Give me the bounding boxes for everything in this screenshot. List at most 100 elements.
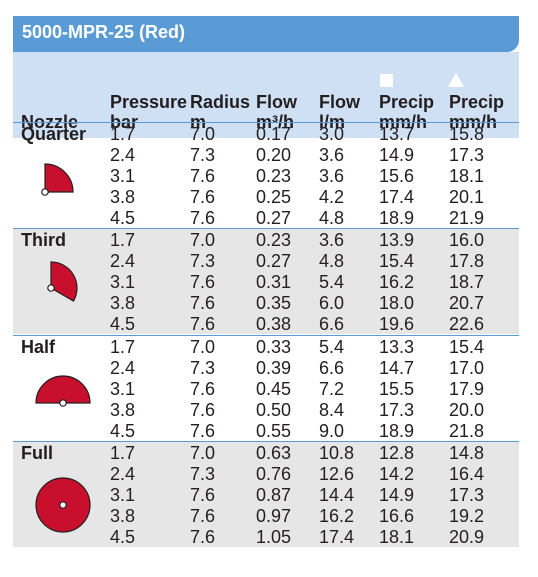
precip-triangle-cell: 17.0 [449, 358, 485, 378]
flow-m3h-cell: 0.31 [256, 272, 292, 292]
precip-square-cell: 18.0 [379, 293, 415, 313]
quarter-arc-icon [41, 160, 81, 205]
group-divider [13, 335, 519, 336]
table-row: 3.8 7.6 0.25 4.2 17.4 20.1 [13, 187, 519, 208]
flow-lm-cell: 7.2 [319, 379, 345, 399]
flow-m3h-cell: 0.35 [256, 293, 292, 313]
flow-lm-cell: 4.8 [319, 208, 345, 228]
flow-lm-cell: 3.6 [319, 166, 345, 186]
square-spacing-icon [380, 74, 393, 87]
table-row: 4.5 7.6 1.05 17.4 18.1 20.9 [13, 527, 519, 548]
flow-lm-cell: 4.2 [319, 187, 345, 207]
nozzle-name: Full [21, 443, 53, 463]
table-row: 1.7 7.0 0.23 3.6 13.9 16.0 [13, 230, 519, 251]
table-row: 2.4 7.3 0.39 6.6 14.7 17.0 [13, 358, 519, 379]
radius-cell: 7.3 [190, 145, 216, 165]
precip-square-cell: 15.4 [379, 251, 415, 271]
precip-triangle-cell: 18.7 [449, 272, 485, 292]
pressure-cell: 3.8 [110, 506, 136, 526]
flow-m3h-cell: 0.23 [256, 230, 292, 250]
pressure-cell: 1.7 [110, 230, 136, 250]
pressure-cell: 2.4 [110, 145, 136, 165]
pressure-cell: 3.8 [110, 187, 136, 207]
precip-square-cell: 16.2 [379, 272, 415, 292]
flow-lm-cell: 5.4 [319, 337, 345, 357]
flow-m3h-cell: 0.25 [256, 187, 292, 207]
table-row: 1.7 7.0 0.17 3.0 13.7 15.8 [13, 124, 519, 145]
table-row: 1.7 7.0 0.63 10.8 12.8 14.8 [13, 443, 519, 464]
radius-cell: 7.6 [190, 272, 216, 292]
precip-square-cell: 13.9 [379, 230, 415, 250]
precip-square-cell: 14.9 [379, 485, 415, 505]
flow-m3h-cell: 0.27 [256, 251, 292, 271]
third-arc-icon [43, 258, 89, 315]
precip-square-cell: 13.7 [379, 124, 415, 144]
nozzle-performance-table: 5000-MPR-25 (Red) Nozzle Pressure bar Ra… [13, 16, 519, 556]
flow-m3h-cell: 0.50 [256, 400, 292, 420]
radius-cell: 7.6 [190, 208, 216, 228]
nozzle-group-half: Half 1.7 7.0 0.33 5.4 13.3 15.4 2.4 7.3 0.39 6.6 14… [13, 335, 519, 441]
group-divider [13, 441, 519, 442]
table-row: 3.8 7.6 0.35 6.0 18.0 20.7 [13, 293, 519, 314]
table-row: 3.8 7.6 0.50 8.4 17.3 20.0 [13, 400, 519, 421]
precip-square-cell: 12.8 [379, 443, 415, 463]
precip-triangle-cell: 16.0 [449, 230, 485, 250]
flow-m3h-cell: 0.39 [256, 358, 292, 378]
radius-cell: 7.3 [190, 464, 216, 484]
flow-m3h-cell: 0.20 [256, 145, 292, 165]
precip-square-cell: 16.6 [379, 506, 415, 526]
nozzle-group-third: Third 1.7 7.0 0.23 3.6 13.9 16.0 2.4 7.3 0.27 4.8 1… [13, 228, 519, 334]
precip-triangle-cell: 17.3 [449, 485, 485, 505]
radius-cell: 7.6 [190, 421, 216, 441]
flow-m3h-cell: 1.05 [256, 527, 292, 547]
precip-triangle-cell: 20.7 [449, 293, 485, 313]
flow-lm-cell: 5.4 [319, 272, 345, 292]
pressure-cell: 1.7 [110, 443, 136, 463]
full-circle-icon [33, 475, 93, 540]
nozzle-group-full: Full 1.7 7.0 0.63 10.8 12.8 14.8 2.4 7.3 0.76 12.6… [13, 441, 519, 547]
table-row: 4.5 7.6 0.27 4.8 18.9 21.9 [13, 208, 519, 229]
pressure-cell: 3.8 [110, 400, 136, 420]
pressure-cell: 4.5 [110, 421, 136, 441]
radius-cell: 7.0 [190, 337, 216, 357]
flow-m3h-cell: 0.38 [256, 314, 292, 334]
table-row: 2.4 7.3 0.20 3.6 14.9 17.3 [13, 145, 519, 166]
flow-lm-cell: 16.2 [319, 506, 355, 526]
group-divider [13, 228, 519, 229]
radius-cell: 7.6 [190, 506, 216, 526]
nozzle-group-quarter: Quarter 1.7 7.0 0.17 3.0 13.7 15.8 2.4 7.3 0.20 3.… [13, 122, 519, 228]
precip-triangle-cell: 15.4 [449, 337, 485, 357]
flow-lm-cell: 6.6 [319, 358, 345, 378]
precip-triangle-cell: 15.8 [449, 124, 485, 144]
table-row: 3.1 7.6 0.45 7.2 15.5 17.9 [13, 379, 519, 400]
table-row: 1.7 7.0 0.33 5.4 13.3 15.4 [13, 337, 519, 358]
flow-m3h-cell: 0.63 [256, 443, 292, 463]
precip-triangle-cell: 20.9 [449, 527, 485, 547]
table-title: 5000-MPR-25 (Red) [22, 22, 186, 42]
flow-m3h-cell: 0.76 [256, 464, 292, 484]
flow-m3h-cell: 0.87 [256, 485, 292, 505]
pressure-cell: 1.7 [110, 124, 136, 144]
precip-square-cell: 15.5 [379, 379, 415, 399]
precip-triangle-cell: 22.6 [449, 314, 485, 334]
table-row: 2.4 7.3 0.76 12.6 14.2 16.4 [13, 464, 519, 485]
flow-lm-cell: 8.4 [319, 400, 345, 420]
flow-m3h-cell: 0.33 [256, 337, 292, 357]
flow-m3h-cell: 0.55 [256, 421, 292, 441]
precip-triangle-cell: 20.0 [449, 400, 485, 420]
flow-lm-cell: 14.4 [319, 485, 355, 505]
pressure-cell: 4.5 [110, 527, 136, 547]
flow-m3h-cell: 0.45 [256, 379, 292, 399]
table-row: 4.5 7.6 0.55 9.0 18.9 21.8 [13, 421, 519, 442]
radius-cell: 7.6 [190, 400, 216, 420]
precip-square-cell: 18.1 [379, 527, 415, 547]
flow-m3h-cell: 0.97 [256, 506, 292, 526]
precip-square-cell: 14.7 [379, 358, 415, 378]
nozzle-name: Half [21, 337, 56, 357]
pressure-cell: 4.5 [110, 208, 136, 228]
table-row: 4.5 7.6 0.38 6.6 19.6 22.6 [13, 314, 519, 335]
precip-square-cell: 14.9 [379, 145, 415, 165]
pressure-cell: 2.4 [110, 358, 136, 378]
flow-lm-cell: 6.6 [319, 314, 345, 334]
precip-triangle-cell: 14.8 [449, 443, 485, 463]
